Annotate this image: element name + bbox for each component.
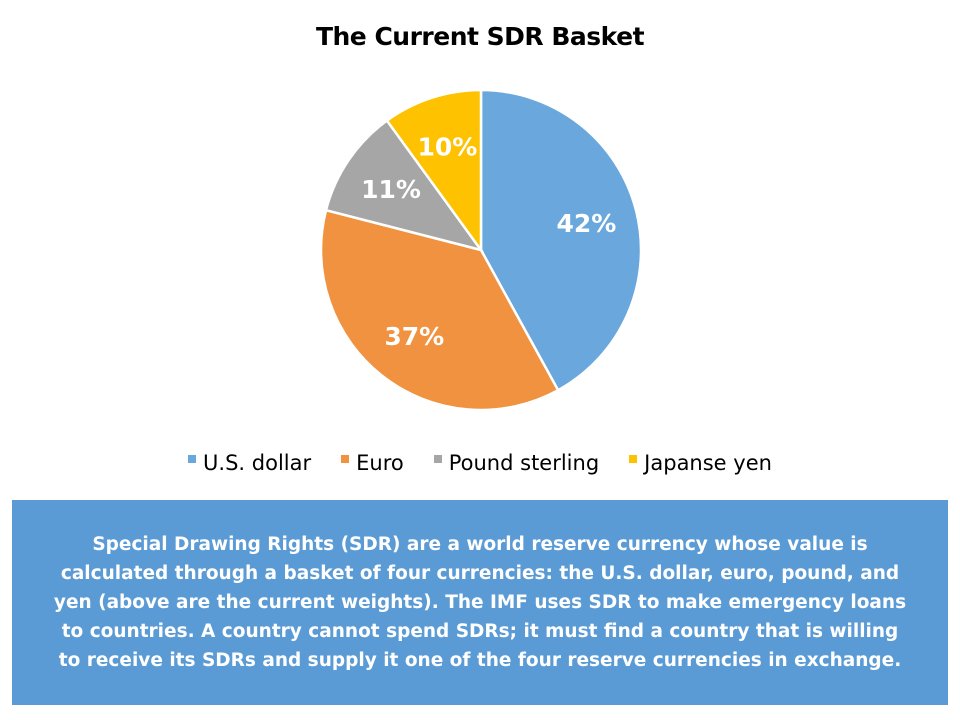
legend-swatch [341,455,350,463]
legend-label: U.S. dollar [203,451,312,475]
legend: U.S. dollar Euro Pound sterling Japanse yen [0,451,960,475]
description-box: Special Drawing Rights (SDR) are a world… [12,500,948,705]
data-label-2: 11% [361,175,421,204]
legend-label: Japanse yen [644,451,772,475]
data-label-3: 10% [417,133,477,162]
pie-slice-2 [324,118,485,253]
legend-label: Pound sterling [448,451,600,475]
legend-item: U.S. dollar [188,451,311,475]
pie-slice-3 [385,88,483,254]
legend-label: Euro [356,451,404,475]
legend-item: Japanse yen [629,451,772,475]
legend-swatch [433,455,442,463]
legend-item: Euro [341,451,404,475]
pie-slice-1 [319,208,560,412]
description-text: Special Drawing Rights (SDR) are a world… [53,534,907,671]
data-label-1: 37% [384,322,444,351]
legend-swatch [188,455,197,463]
pie-chart: 42% 37% 11% 10% [319,88,643,412]
legend-swatch [629,455,638,463]
pie-slice-0 [479,88,643,392]
data-label-0: 42% [556,209,616,238]
legend-item: Pound sterling [433,451,600,475]
chart-title: The Current SDR Basket [315,22,645,51]
